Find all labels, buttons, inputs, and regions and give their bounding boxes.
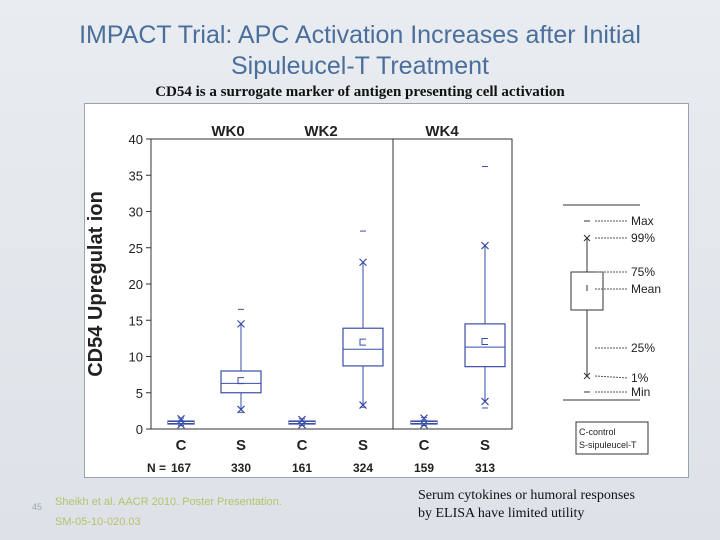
- box-p1-marker: [420, 420, 428, 429]
- x-category-label: C: [176, 437, 187, 454]
- n-value: 161: [292, 461, 312, 475]
- x-category-label: S: [480, 437, 490, 454]
- legend-key-treatment: S-sipuleucel-T: [579, 440, 637, 450]
- chart-panel: 0 5 10 15 20 25 30 35 40 CD54 Upregulat ion WK0 WK2…: [84, 103, 689, 478]
- y-tick-label: 5: [136, 386, 143, 401]
- citation: Sheikh et al. AACR 2010. Poster Presenta…: [55, 492, 282, 532]
- y-axis-label: CD54 Upregulat ion: [85, 191, 107, 377]
- n-value: 324: [353, 461, 373, 475]
- y-tick-label: 40: [129, 132, 143, 147]
- y-tick-label: 10: [129, 350, 143, 365]
- footnote-line2: by ELISA have limited utility: [418, 506, 585, 521]
- x-category-label: S: [236, 437, 246, 454]
- y-tick-label: 15: [129, 313, 143, 328]
- box-p1-marker: [298, 420, 306, 429]
- group-label: WK0: [211, 123, 244, 140]
- citation-line2: SM-05-10-020.03: [55, 516, 141, 528]
- legend-label: Min: [631, 385, 650, 399]
- box-p1-marker: [481, 397, 489, 406]
- n-label: N =: [147, 461, 166, 475]
- box-p99-marker: [177, 414, 185, 423]
- plot-frame: [150, 138, 513, 430]
- group-label: WK2: [304, 123, 337, 140]
- slide-title: IMPACT Trial: APC Activation Increases a…: [0, 20, 720, 82]
- box-plot-chart: 0 5 10 15 20 25 30 35 40 CD54 Upregulat ion WK0 WK2…: [85, 123, 661, 475]
- box-mean-marker: [481, 337, 488, 345]
- x-category-label: S: [358, 437, 368, 454]
- x-category-label: C: [297, 437, 308, 454]
- slide-title-line2: Sipuleucel-T Treatment: [231, 52, 489, 80]
- legend-p99-glyph: [583, 234, 591, 242]
- legend-leader: [594, 375, 629, 379]
- y-tick-label: 0: [136, 422, 143, 437]
- legend-label: Max: [631, 214, 654, 228]
- footnote-line1: Serum cytokines or humoral responses: [418, 488, 635, 503]
- citation-line1: Sheikh et al. AACR 2010. Poster Presenta…: [55, 496, 282, 508]
- slide-title-line1: IMPACT Trial: APC Activation Increases a…: [79, 21, 641, 49]
- box-p99-marker: [420, 414, 428, 423]
- box-iqr: [464, 323, 506, 368]
- slide-number: 45: [32, 502, 43, 512]
- box-p99-marker: [359, 258, 367, 267]
- box-iqr: [342, 327, 384, 367]
- legend-key-control: C-control: [579, 427, 616, 437]
- legend-label: 1%: [631, 371, 649, 385]
- n-value: 330: [231, 461, 251, 475]
- y-tick-label: 30: [129, 205, 143, 220]
- box-iqr: [220, 370, 262, 394]
- legend-key-box: [575, 421, 649, 455]
- y-tick-label: 20: [129, 277, 143, 292]
- n-value: 167: [171, 461, 191, 475]
- chart-subtitle: CD54 is a surrogate marker of antigen pr…: [155, 84, 565, 100]
- n-value: 159: [414, 461, 434, 475]
- box-p1-marker: [177, 420, 185, 429]
- box-p99-marker: [237, 319, 245, 328]
- legend-label: 99%: [631, 231, 655, 245]
- box-p1-marker: [237, 405, 245, 414]
- y-tick-label: 35: [129, 168, 143, 183]
- legend-label: Mean: [631, 282, 661, 296]
- footnote: Serum cytokines or humoral responses by …: [418, 487, 708, 523]
- legend-label: 25%: [631, 341, 655, 355]
- n-value: 313: [475, 461, 495, 475]
- box-mean-marker: [359, 338, 366, 346]
- box-p99-marker: [481, 241, 489, 250]
- x-category-label: C: [419, 437, 430, 454]
- y-tick-label: 25: [129, 241, 143, 256]
- legend-p1-glyph: [583, 372, 591, 380]
- box-mean-marker: [237, 377, 244, 385]
- legend-label: 75%: [631, 265, 655, 279]
- group-label: WK4: [425, 123, 459, 140]
